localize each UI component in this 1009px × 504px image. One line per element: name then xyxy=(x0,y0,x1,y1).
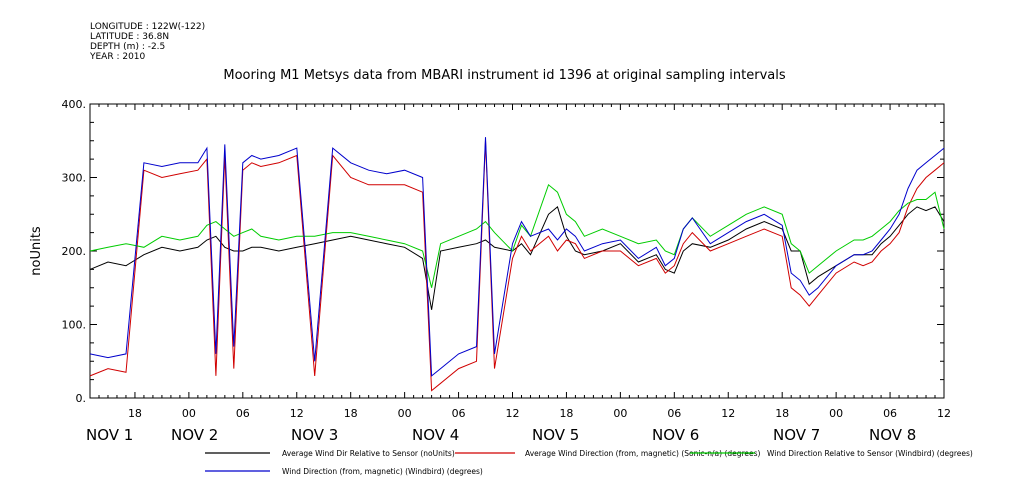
x-day-label: NOV 6 xyxy=(652,426,699,444)
legend-label-4: Wind Direction (from, magnetic) (Windbir… xyxy=(282,467,483,476)
series-line-2 xyxy=(89,140,945,392)
x-tick-label: 12 xyxy=(721,407,735,420)
x-tick-label: 12 xyxy=(290,407,304,420)
x-day-label: NOV 5 xyxy=(532,426,579,444)
y-tick-label: 0. xyxy=(76,392,87,405)
legend-label-3: Wind Direction Relative to Sensor (Windb… xyxy=(767,449,973,458)
x-day-label: NOV 2 xyxy=(171,426,218,444)
x-tick-label: 12 xyxy=(506,407,520,420)
x-tick-label: 00 xyxy=(182,407,196,420)
y-tick-label: 100. xyxy=(62,319,87,332)
metadata-year: YEAR : 2010 xyxy=(90,52,146,62)
legend-label-1: Average Wind Dir Relative to Sensor (noU… xyxy=(282,449,455,458)
x-tick-label: 00 xyxy=(613,407,627,420)
chart-title: Mooring M1 Metsys data from MBARI instru… xyxy=(223,68,786,83)
x-tick-label: 12 xyxy=(937,407,951,420)
x-day-label: NOV 1 xyxy=(86,426,133,444)
metadata-depth: DEPTH (m) : -2.5 xyxy=(90,42,166,52)
plot-frame xyxy=(89,103,945,399)
x-tick-label: 06 xyxy=(236,407,250,420)
x-day-label: NOV 7 xyxy=(773,426,820,444)
y-tick-label: 400. xyxy=(62,98,87,111)
x-day-label: NOV 8 xyxy=(869,426,916,444)
series-line-4 xyxy=(89,137,945,377)
x-tick-label: 18 xyxy=(775,407,789,420)
legend-label-2: Average Wind Direction (from, magnetic) … xyxy=(525,449,761,458)
x-tick-label: 06 xyxy=(667,407,681,420)
y-axis-label: noUnits xyxy=(29,226,44,276)
x-tick-label: 06 xyxy=(452,407,466,420)
x-tick-label: 18 xyxy=(344,407,358,420)
x-day-label: NOV 4 xyxy=(412,426,459,444)
x-day-label: NOV 3 xyxy=(291,426,338,444)
y-tick-label: 200. xyxy=(62,245,87,258)
y-tick-label: 300. xyxy=(62,172,87,185)
x-tick-label: 00 xyxy=(398,407,412,420)
metadata-latitude: LATITUDE : 36.8N xyxy=(90,32,170,42)
x-tick-label: 00 xyxy=(829,407,843,420)
metadata-longitude: LONGITUDE : 122W(-122) xyxy=(90,22,206,32)
x-tick-label: 18 xyxy=(559,407,573,420)
x-tick-label: 18 xyxy=(128,407,142,420)
x-tick-label: 06 xyxy=(883,407,897,420)
series-line-3 xyxy=(89,183,945,288)
